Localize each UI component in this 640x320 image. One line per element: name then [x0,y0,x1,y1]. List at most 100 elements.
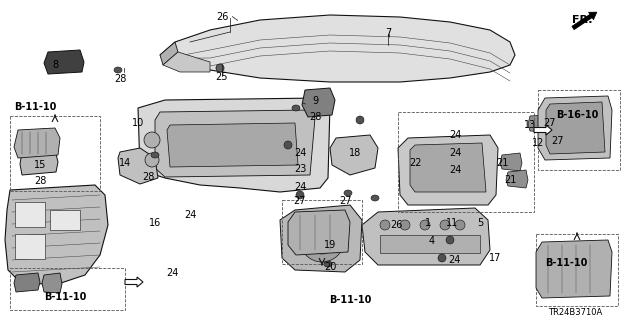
Polygon shape [506,170,528,188]
Text: 28: 28 [114,74,126,84]
Text: 16: 16 [149,218,161,228]
Polygon shape [5,185,108,285]
Polygon shape [288,210,350,255]
Text: 25: 25 [216,72,228,82]
Polygon shape [500,153,522,171]
Polygon shape [167,123,298,167]
Polygon shape [538,96,612,160]
Text: 13: 13 [524,120,536,130]
Ellipse shape [371,195,379,201]
Text: 24: 24 [449,165,461,175]
Text: 21: 21 [504,175,516,185]
Text: 9: 9 [312,96,318,106]
Text: 7: 7 [385,28,391,38]
Text: 14: 14 [119,158,131,168]
Text: 20: 20 [324,262,336,272]
Circle shape [145,153,159,167]
Text: 28: 28 [34,176,46,186]
Text: 23: 23 [294,164,306,174]
Circle shape [438,254,446,262]
Circle shape [440,220,450,230]
Circle shape [296,191,304,199]
Circle shape [380,220,390,230]
Bar [10,116,100,191]
Text: B-11-10: B-11-10 [545,258,587,268]
Text: 24: 24 [294,182,306,192]
Text: 18: 18 [349,148,361,158]
FancyArrow shape [125,277,143,287]
Text: 26: 26 [390,220,402,230]
Text: 17: 17 [489,253,501,263]
Circle shape [400,220,410,230]
FancyArrow shape [572,12,597,30]
FancyArrow shape [534,125,552,135]
Text: B-11-10: B-11-10 [44,292,86,302]
Ellipse shape [324,261,332,267]
Polygon shape [160,15,515,82]
Polygon shape [160,42,178,65]
Text: 24: 24 [166,268,178,278]
Bar [10,268,125,310]
Polygon shape [20,150,58,175]
Polygon shape [528,115,548,132]
Bar [15,234,45,259]
Polygon shape [540,133,560,150]
Text: TR24B3710A: TR24B3710A [548,308,602,317]
Text: 24: 24 [294,148,306,158]
Text: B-11-10: B-11-10 [329,295,371,305]
Polygon shape [118,148,158,184]
Text: 27: 27 [294,196,307,206]
Polygon shape [410,143,486,192]
Bar [50,210,80,230]
Circle shape [420,220,430,230]
Text: B-16-10: B-16-10 [556,110,598,120]
Text: 10: 10 [132,118,144,128]
Text: 27: 27 [339,196,351,206]
Text: 24: 24 [448,255,460,265]
Polygon shape [536,240,612,298]
Text: 27: 27 [552,136,564,146]
Ellipse shape [114,67,122,73]
Circle shape [356,116,364,124]
Text: 19: 19 [324,240,336,250]
Text: 4: 4 [429,236,435,246]
Circle shape [300,218,344,262]
Text: 1: 1 [425,218,431,228]
Text: 5: 5 [477,218,483,228]
Text: 24: 24 [449,148,461,158]
Ellipse shape [151,152,159,158]
Text: 22: 22 [409,158,421,168]
Ellipse shape [292,105,300,111]
Text: 24: 24 [449,130,461,140]
Polygon shape [302,88,335,117]
Polygon shape [546,102,605,154]
Circle shape [216,64,224,72]
Text: 21: 21 [496,158,508,168]
Polygon shape [280,205,362,272]
Polygon shape [155,110,315,177]
Polygon shape [398,135,498,205]
Bar [536,234,618,306]
Polygon shape [362,208,490,265]
Polygon shape [163,52,210,72]
Bar [398,112,534,212]
Polygon shape [330,135,378,175]
Circle shape [284,141,292,149]
Bar [15,202,45,227]
Text: 28: 28 [309,112,321,122]
Text: 28: 28 [142,172,154,182]
Bar [282,200,362,264]
Polygon shape [138,98,330,192]
Text: 24: 24 [184,210,196,220]
Text: 8: 8 [52,60,58,70]
Polygon shape [14,128,60,158]
Text: 12: 12 [532,138,544,148]
Bar [380,235,480,253]
Polygon shape [42,273,62,293]
Circle shape [144,132,160,148]
Text: 15: 15 [34,160,46,170]
Circle shape [446,236,454,244]
Bar [538,90,620,170]
Text: FR.: FR. [572,15,593,25]
Ellipse shape [344,190,352,196]
